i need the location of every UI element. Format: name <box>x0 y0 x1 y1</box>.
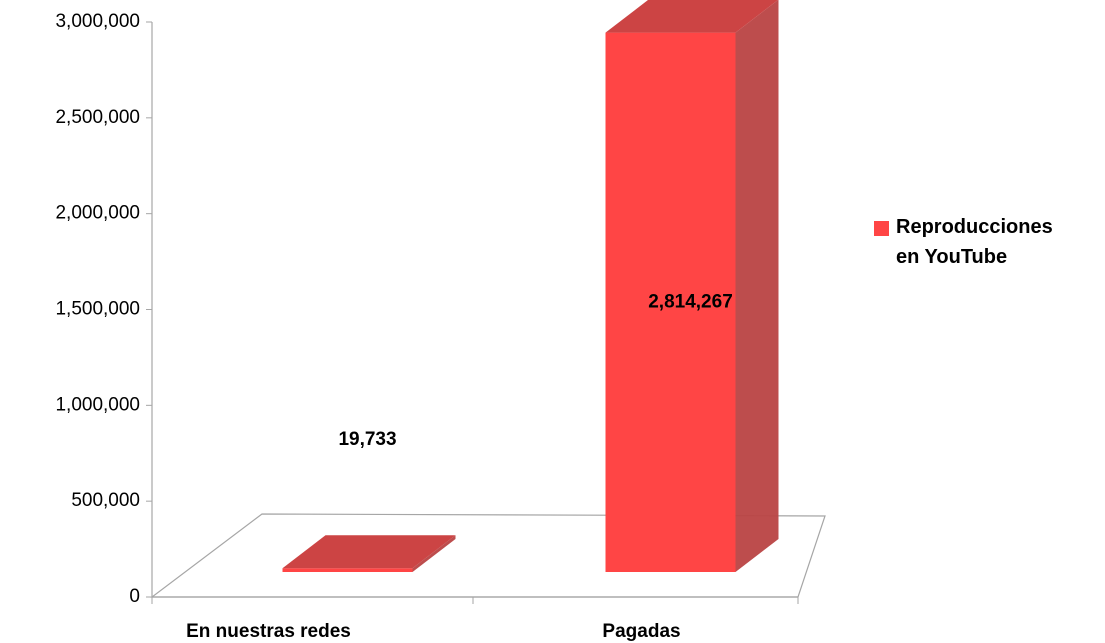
y-tick-label: 500,000 <box>71 490 140 511</box>
legend-swatch <box>874 221 889 236</box>
y-tick-label: 3,000,000 <box>55 11 140 32</box>
x-tick-label: En nuestras redes <box>186 621 351 642</box>
legend-label: Reproducciones en YouTube <box>896 216 1053 268</box>
bar-top <box>605 0 778 33</box>
bar-top <box>282 535 456 569</box>
data-label: 2,814,267 <box>648 291 733 312</box>
bar-side <box>735 0 779 572</box>
y-tick-label: 2,000,000 <box>55 203 140 224</box>
bar <box>282 568 413 572</box>
y-tick-label: 1,000,000 <box>55 394 140 415</box>
y-tick-label: 2,500,000 <box>55 107 140 128</box>
y-tick-label: 1,500,000 <box>55 299 140 320</box>
y-tick-label: 0 <box>129 586 140 607</box>
data-label: 19,733 <box>338 429 396 450</box>
bar <box>605 32 736 573</box>
bar-side <box>412 535 456 572</box>
x-tick-label: Pagadas <box>602 621 680 642</box>
